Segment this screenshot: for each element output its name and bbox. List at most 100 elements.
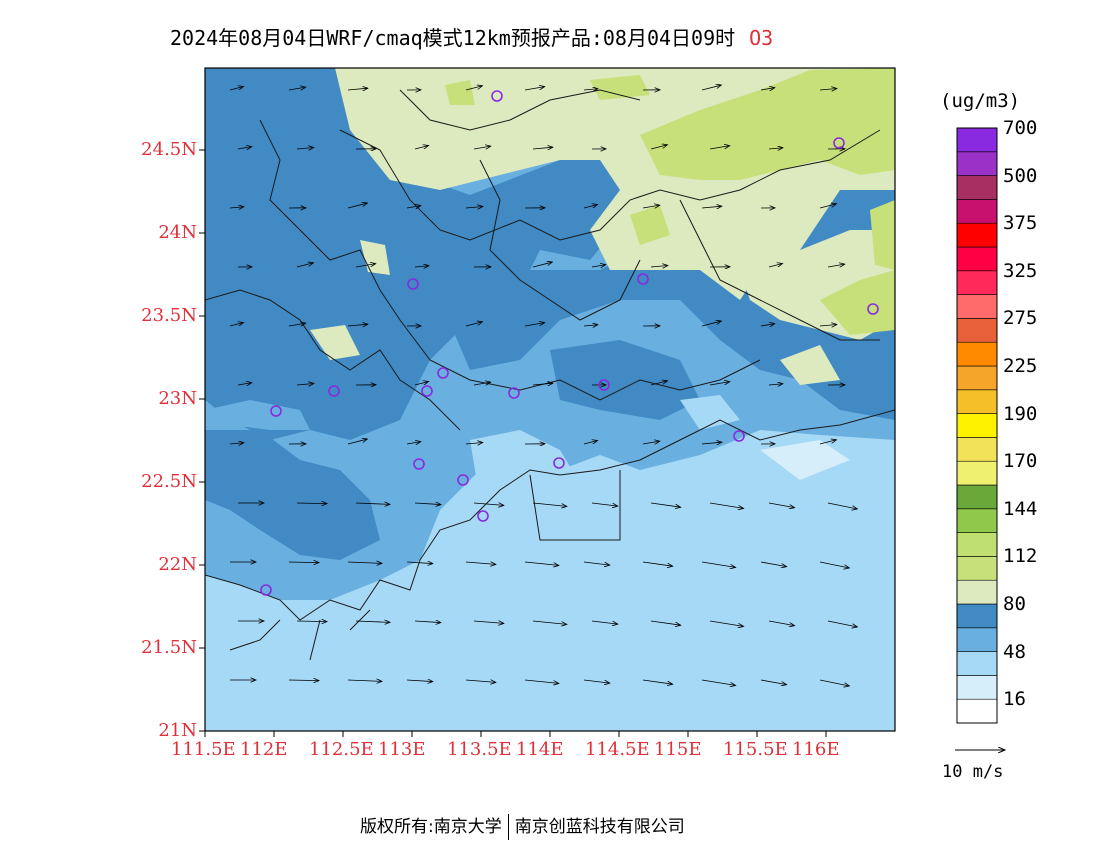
colorbar-bin (956, 127, 998, 153)
colorbar-label: 500 (1003, 164, 1038, 187)
title-text: 2024年08月04日WRF/cmaq模式12km预报产品:08月04日09时 (170, 26, 736, 50)
wind-arrow (591, 620, 618, 624)
wind-arrow (819, 561, 849, 568)
station-marker (833, 137, 845, 149)
wind-arrow (760, 679, 787, 685)
lat-tick-label: 22.5N (141, 471, 197, 492)
admin-boundaries (205, 89, 895, 661)
wind-arrow (701, 561, 736, 567)
colorbar-label: 112 (1003, 545, 1038, 568)
wind-arrow (709, 382, 730, 386)
species-label: O3 (749, 26, 774, 50)
wind-arrow (355, 503, 390, 504)
wind-arrow (465, 86, 482, 91)
wind-arrow (768, 264, 783, 268)
wind-arrow (473, 503, 504, 505)
wind-arrow (406, 562, 433, 564)
colorbar-bin (956, 508, 998, 533)
lon-tick-label: 114.5E (585, 739, 650, 760)
colorbar-bin (956, 199, 998, 224)
wind-arrow (768, 502, 795, 508)
footer-divider (507, 814, 509, 840)
wind-arrow (524, 561, 559, 565)
wind-arrow (819, 324, 837, 326)
wind-arrow (355, 264, 376, 268)
wind-arrow (406, 206, 421, 208)
copyright-right: 南京创蓝科技有限公司 (514, 817, 685, 837)
colorbar (956, 127, 998, 724)
colorbar-bin (956, 222, 998, 248)
station-marker (437, 367, 449, 379)
wind-arrow (583, 441, 598, 445)
lat-tick-label: 23.5N (141, 305, 197, 326)
wind-arrow (465, 322, 482, 327)
lat-tick-label: 23N (158, 388, 197, 409)
wind-arrow (583, 679, 610, 683)
wind-arrow (355, 621, 390, 622)
colorbar-bin (956, 651, 998, 676)
wind-arrow (347, 324, 368, 326)
lon-tick-label: 115E (654, 739, 702, 760)
wind-arrow (642, 679, 673, 684)
colorbar-label: 225 (1003, 355, 1038, 377)
colorbar-label: 375 (1003, 212, 1038, 235)
wind-arrow (406, 442, 421, 444)
colorbar-label: 80 (1003, 593, 1026, 615)
wind-arrow (532, 262, 552, 268)
wind-arrow (288, 87, 306, 90)
wind-arrow (701, 442, 722, 444)
wind-arrow (768, 620, 795, 626)
colorbar-bin (956, 270, 998, 295)
wind-arrow (229, 443, 244, 444)
lat-tick-label: 21N (158, 720, 197, 741)
lon-tick-label: 112E (240, 739, 288, 760)
monitoring-stations (260, 90, 879, 596)
wind-arrow (709, 502, 744, 508)
station-marker (328, 385, 340, 397)
station-marker (491, 90, 503, 102)
lat-tick-label: 24N (158, 222, 197, 243)
colorbar-bin (956, 151, 998, 176)
wind-arrow (296, 503, 327, 504)
station-marker (867, 303, 879, 315)
wind-arrow (591, 502, 618, 506)
colorbar-bin (956, 484, 998, 510)
wind-arrow (347, 562, 382, 563)
colorbar-bin (956, 175, 998, 200)
colorbar-unit: (ug/m3) (940, 90, 1021, 112)
wind-arrow (650, 502, 681, 507)
wind-arrow (819, 88, 837, 90)
colorbar-bin (956, 627, 998, 652)
wind-arrow (768, 148, 783, 149)
wind-arrow (465, 680, 496, 682)
wind-arrow (827, 264, 845, 267)
axis-ticks (199, 149, 827, 737)
station-marker (407, 278, 419, 290)
lon-tick-label: 112.5E (309, 739, 374, 760)
colorbar-label: 700 (1003, 117, 1038, 139)
wind-arrow (296, 147, 314, 149)
wind-arrow (768, 384, 783, 385)
wind-arrow (819, 204, 836, 209)
wind-arrow (414, 146, 429, 150)
colorbar-label: 325 (1003, 259, 1038, 282)
station-marker (270, 405, 282, 417)
wind-arrow (701, 85, 721, 91)
wind-arrow (465, 206, 483, 208)
colorbar-bin (956, 698, 998, 724)
wind-arrow (642, 205, 660, 208)
lon-tick-label: 113E (378, 739, 426, 760)
wind-arrow (237, 383, 252, 385)
wind-arrow (414, 266, 429, 267)
wind-arrow (288, 562, 319, 563)
copyright-left: 版权所有:南京大学 (360, 817, 502, 837)
wind-arrow (583, 89, 598, 90)
wind-arrow (583, 561, 610, 565)
colorbar-bin (956, 318, 998, 343)
wind-arrow (760, 561, 787, 567)
wind-arrow (414, 382, 429, 386)
station-marker (477, 510, 489, 522)
wind-vectors (229, 85, 857, 686)
